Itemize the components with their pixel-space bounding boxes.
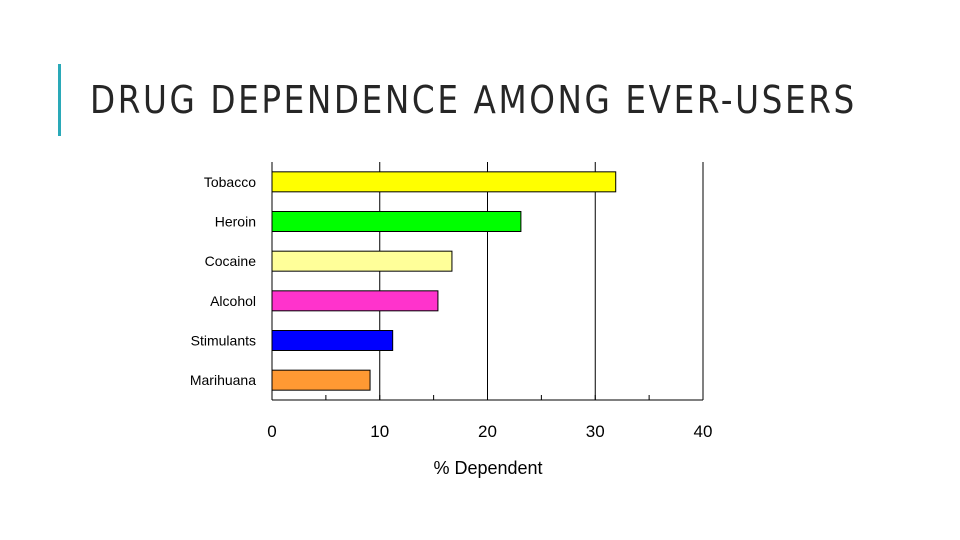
bar-alcohol bbox=[271, 290, 439, 312]
title-accent-bar bbox=[58, 64, 61, 136]
x-tick-label: 40 bbox=[694, 422, 713, 441]
category-label-stimulants: Stimulants bbox=[191, 333, 256, 349]
x-tick-label: 10 bbox=[370, 422, 389, 441]
category-label-heroin: Heroin bbox=[215, 214, 256, 230]
category-label-tobacco: Tobacco bbox=[204, 174, 256, 190]
category-label-marihuana: Marihuana bbox=[190, 372, 256, 388]
x-tick-label: 20 bbox=[478, 422, 497, 441]
bar-tobacco bbox=[271, 171, 617, 193]
chart-category-labels: Tobacco Heroin Cocaine Alcohol Stimulants Mar… bbox=[190, 174, 256, 388]
x-tick-label: 30 bbox=[586, 422, 605, 441]
bar-marihuana bbox=[271, 369, 371, 391]
x-tick-label: 0 bbox=[267, 422, 276, 441]
slide-title: DRUG DEPENDENCE AMONG EVER-USERS bbox=[90, 78, 857, 122]
category-label-cocaine: Cocaine bbox=[205, 253, 257, 269]
chart-bars bbox=[271, 171, 617, 391]
category-label-alcohol: Alcohol bbox=[210, 293, 256, 309]
x-axis-title: % Dependent bbox=[433, 458, 542, 478]
chart-gridlines bbox=[379, 162, 704, 400]
bar-heroin bbox=[271, 211, 522, 232]
bar-stimulants bbox=[271, 330, 394, 351]
chart-x-axis: 0 10 20 30 40 bbox=[267, 162, 712, 441]
bar-cocaine bbox=[271, 250, 453, 272]
